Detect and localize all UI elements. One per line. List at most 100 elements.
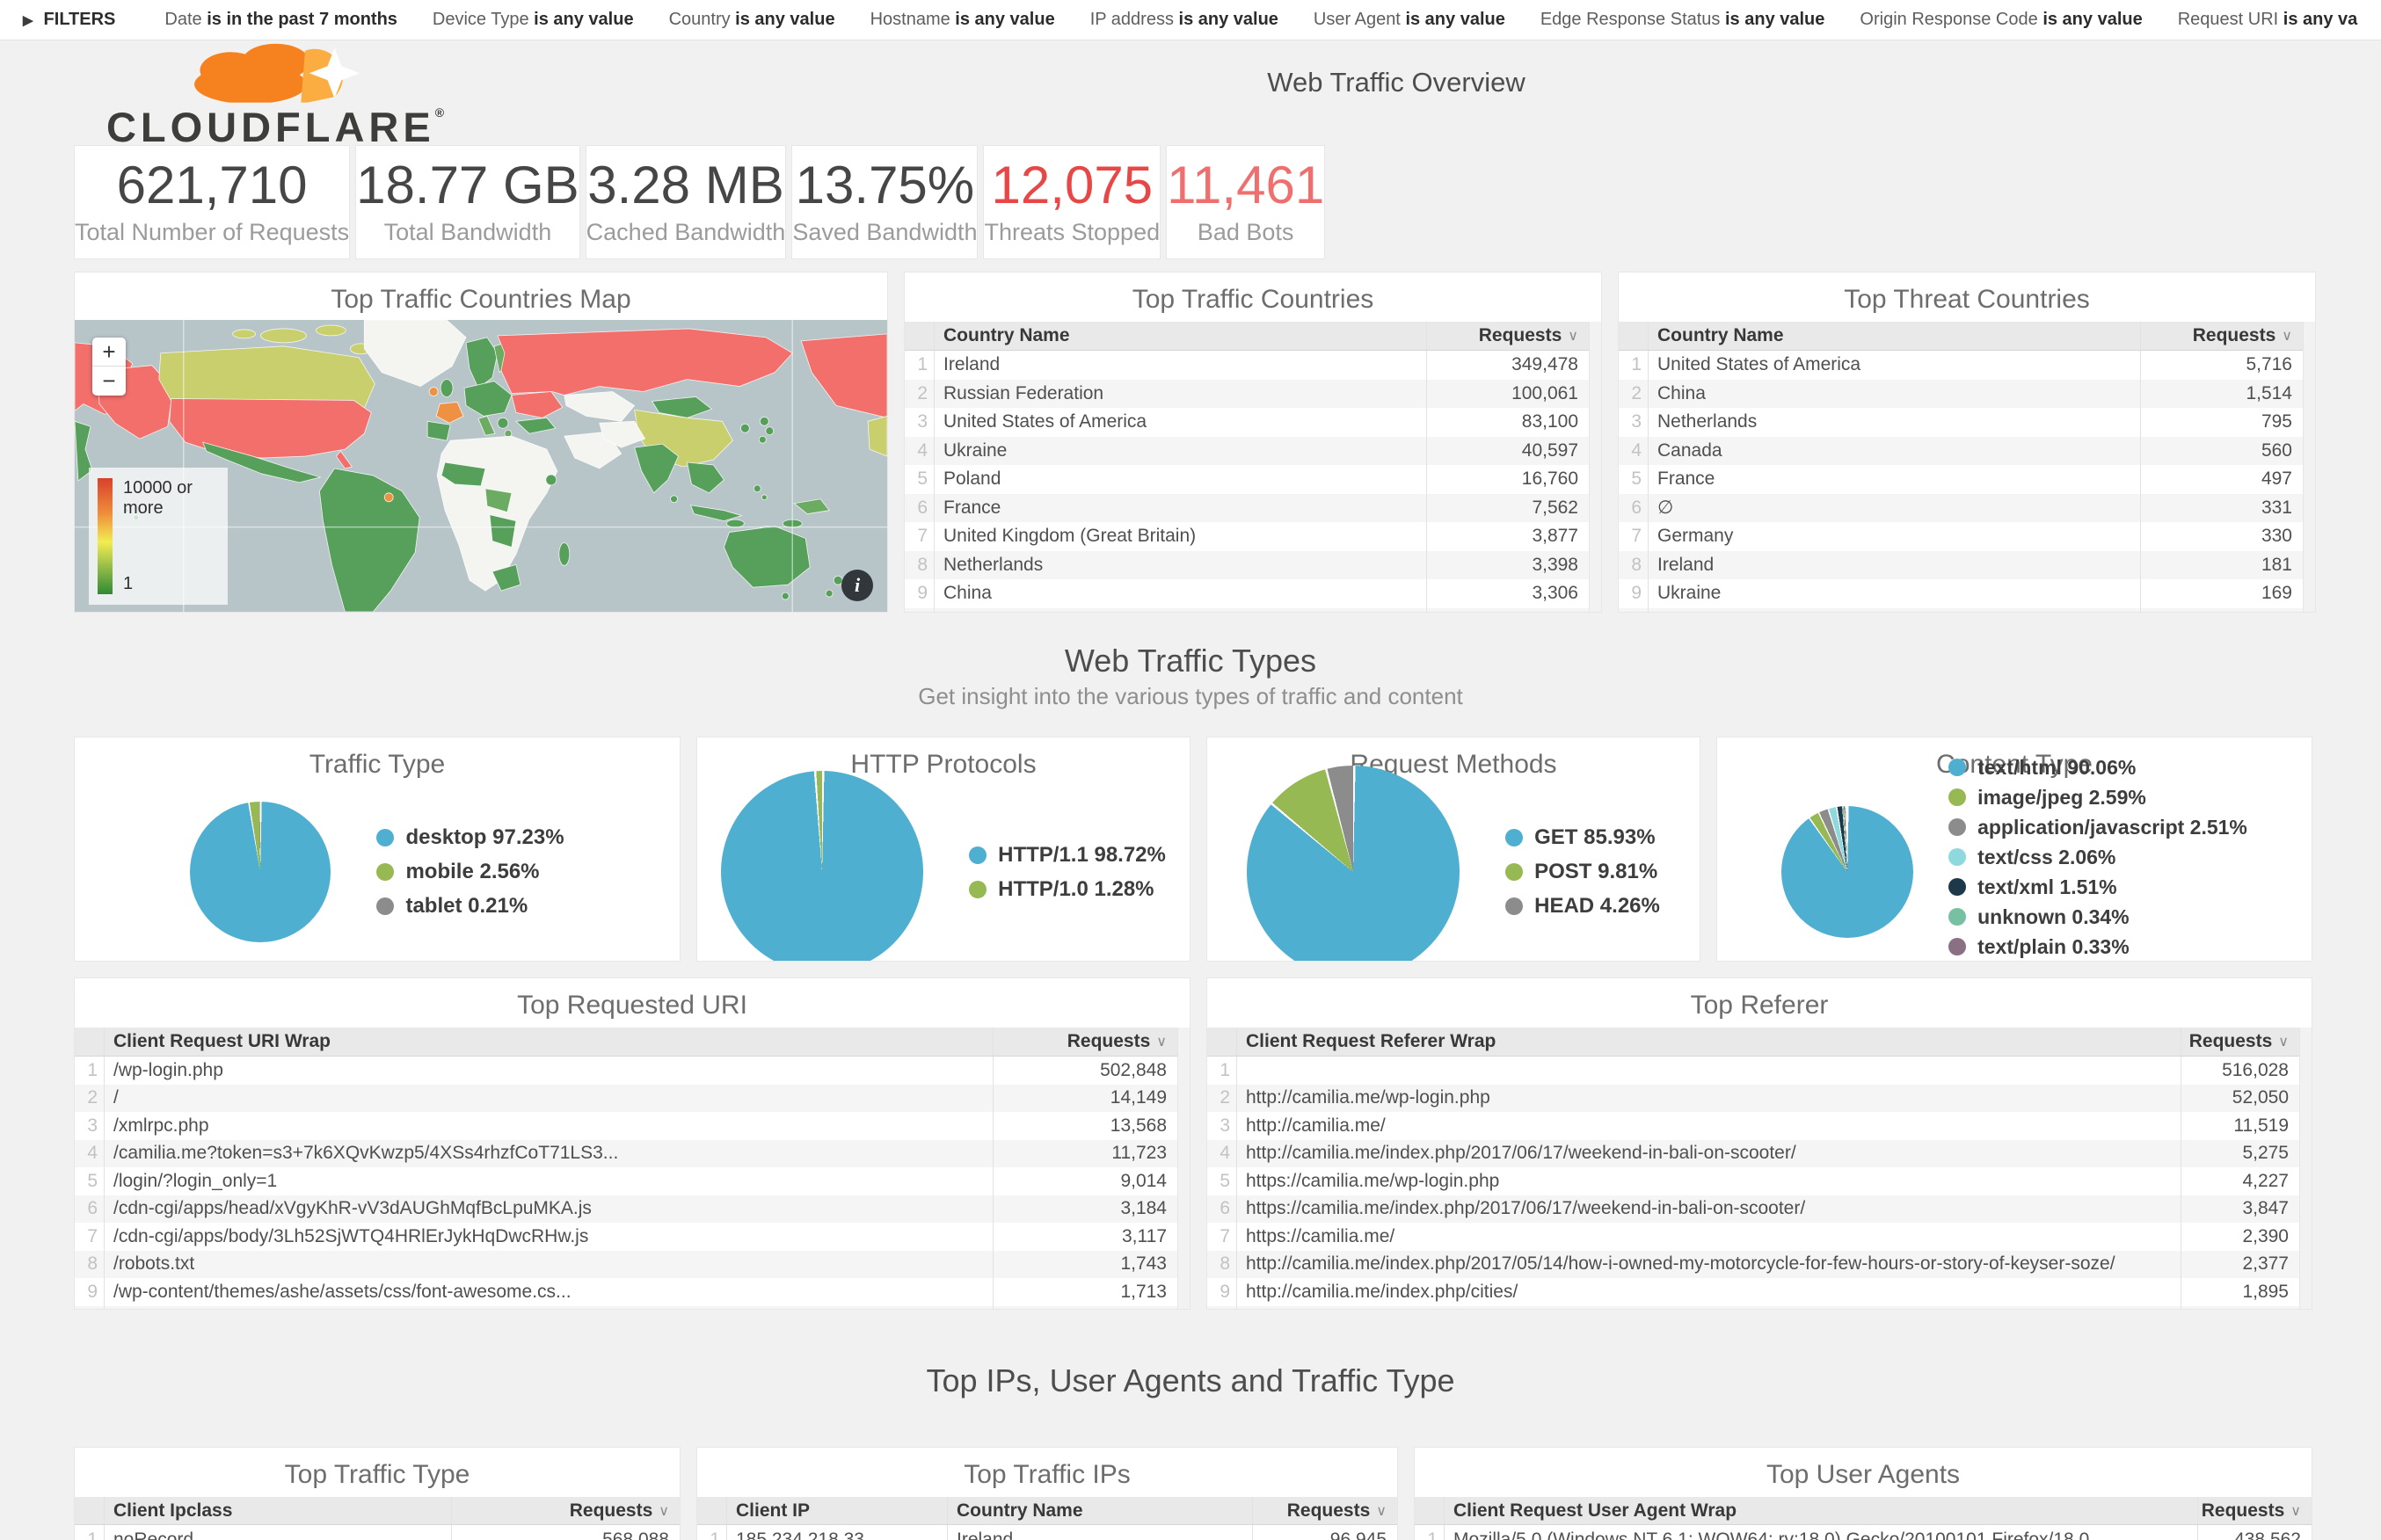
- legend-item[interactable]: text/html 90.06%: [1948, 756, 2247, 780]
- legend-item[interactable]: image/jpeg 2.59%: [1948, 786, 2247, 810]
- legend-item[interactable]: desktop 97.23%: [376, 825, 564, 850]
- top-traffic-ips-title: Top Traffic IPs: [964, 1460, 1131, 1489]
- row-index: 5: [1619, 465, 1649, 494]
- filter-item[interactable]: Edge Response Status is any value: [1540, 10, 1825, 29]
- http-protocols-chart-title: HTTP Protocols: [850, 750, 1037, 779]
- row-index: 10: [75, 1305, 105, 1309]
- uri-cell: /camilia.me?token=s3+7k6XQvKwzp5/4XSs4rh…: [113, 1143, 619, 1164]
- legend-item[interactable]: GET 85.93%: [1505, 825, 1660, 850]
- legend-item[interactable]: text/css 2.06%: [1948, 846, 2247, 869]
- column-header-user-agent[interactable]: Client Request User Agent Wrap: [1453, 1500, 1737, 1521]
- requests-cell: 1,713: [993, 1278, 1177, 1306]
- filter-item[interactable]: IP address is any value: [1089, 10, 1278, 29]
- request-methods-pie[interactable]: [1247, 766, 1460, 961]
- country-name-cell: Ukraine: [943, 439, 1008, 461]
- table-row: 1 /wp-login.php 502,848: [75, 1057, 1177, 1085]
- kpi-value: 13.75%: [795, 155, 975, 214]
- column-header-requests[interactable]: Requests ∨: [1426, 322, 1589, 350]
- column-header-country[interactable]: Country Name: [943, 325, 1070, 345]
- legend-item[interactable]: text/xml 1.51%: [1948, 875, 2247, 899]
- map-info-button[interactable]: i: [841, 570, 873, 601]
- column-header-requests[interactable]: Requests ∨: [2197, 1497, 2312, 1524]
- table-row: 9 China 3,306: [905, 579, 1589, 608]
- legend-item[interactable]: mobile 2.56%: [376, 860, 564, 884]
- uri-cell: /login/?login_only=1: [113, 1170, 278, 1191]
- table-row: 10 Singapore 158: [1619, 607, 2303, 612]
- zoom-out-button[interactable]: −: [102, 367, 116, 394]
- legend-item[interactable]: HEAD 4.26%: [1505, 894, 1660, 919]
- legend-item[interactable]: application/javascript 2.51%: [1948, 816, 2247, 839]
- column-header-country[interactable]: Country Name: [947, 1497, 1252, 1524]
- row-index: 2: [1619, 379, 1649, 408]
- table-row: 6 https://camilia.me/index.php/2017/06/1…: [1207, 1195, 2299, 1223]
- column-header-requests[interactable]: Requests ∨: [1252, 1497, 1397, 1524]
- column-header-country[interactable]: Country Name: [1657, 325, 1784, 345]
- requests-cell: 83,100: [1426, 408, 1589, 437]
- legend-label: text/css 2.06%: [1977, 845, 2116, 868]
- table-row: 9 http://camilia.me/index.php/cities/ 1,…: [1207, 1278, 2299, 1306]
- table-row: 6 France 7,562: [905, 493, 1589, 522]
- legend-item[interactable]: POST 9.81%: [1505, 860, 1660, 884]
- row-index: 1: [905, 351, 935, 380]
- filter-item[interactable]: Country is any value: [668, 10, 835, 29]
- legend-dot-icon: [1948, 908, 1967, 926]
- legend-label: text/xml 1.51%: [1977, 875, 2117, 898]
- map-card: Top Traffic Countries Map: [74, 272, 888, 613]
- cloudflare-cloud-icon: [163, 43, 388, 105]
- column-header-referer[interactable]: Client Request Referer Wrap: [1246, 1031, 1496, 1051]
- table-row: 1 United States of America 5,716: [1619, 351, 2303, 380]
- column-header-requests[interactable]: Requests ∨: [2140, 322, 2303, 350]
- content-type-pie[interactable]: [1781, 806, 1914, 938]
- row-index: 2: [75, 1084, 105, 1112]
- traffic-type-pie[interactable]: [190, 802, 331, 942]
- table-row: 4 /camilia.me?token=s3+7k6XQvKwzp5/4XSs4…: [75, 1139, 1177, 1167]
- legend-item[interactable]: tablet 0.21%: [376, 894, 564, 919]
- kpi-card: 11,461 Bad Bots: [1166, 145, 1326, 259]
- filter-item[interactable]: Request URI is any value: [2177, 10, 2358, 29]
- http-protocols-chart-card: HTTP Protocols HTTP/1.1 98.72% HTTP/1.0 …: [696, 737, 1190, 962]
- table-header: Client Request Referer Wrap Requests ∨: [1207, 1028, 2299, 1057]
- uri-cell: /wp-login.php: [113, 1059, 223, 1080]
- filter-item[interactable]: Origin Response Code is any value: [1860, 10, 2143, 29]
- world-map[interactable]: + − 10000 or more 1 i: [75, 320, 887, 612]
- requests-cell: 1,473: [2181, 1305, 2299, 1309]
- filters-toggle[interactable]: ▶ FILTERS: [23, 10, 115, 30]
- filter-item[interactable]: Device Type is any value: [432, 10, 634, 29]
- zoom-in-button[interactable]: +: [92, 338, 126, 367]
- column-header-requests[interactable]: Requests ∨: [993, 1028, 1177, 1056]
- requests-cell: 9,014: [993, 1167, 1177, 1195]
- row-index: 6: [1619, 493, 1649, 522]
- column-header-requests[interactable]: Requests ∨: [2181, 1028, 2299, 1056]
- row-index: 9: [905, 579, 935, 608]
- scrollbar-track[interactable]: [2303, 322, 2315, 612]
- sort-desc-icon: ∨: [1376, 1503, 1387, 1519]
- column-header-requests[interactable]: Requests ∨: [451, 1497, 680, 1524]
- http-protocols-pie[interactable]: [721, 771, 924, 961]
- table-header: Country Name Requests ∨: [905, 322, 1589, 351]
- kpi-label: Bad Bots: [1197, 218, 1294, 245]
- scrollbar-track[interactable]: [1177, 1028, 1190, 1309]
- legend-label: text/html 90.06%: [1977, 755, 2137, 779]
- legend-item[interactable]: HTTP/1.1 98.72%: [969, 843, 1166, 868]
- legend-item[interactable]: unknown 0.34%: [1948, 905, 2247, 929]
- scrollbar-track[interactable]: [1589, 322, 1601, 612]
- row-index: 8: [1619, 550, 1649, 579]
- column-header-ipclass[interactable]: Client Ipclass: [113, 1500, 233, 1521]
- kpi-value: 621,710: [116, 155, 308, 214]
- legend-item[interactable]: HTTP/1.0 1.28%: [969, 877, 1166, 902]
- legend-item[interactable]: text/plain 0.33%: [1948, 935, 2247, 959]
- filter-item[interactable]: User Agent is any value: [1313, 10, 1505, 29]
- requests-cell: 349,478: [1426, 351, 1589, 380]
- section-title-top-ips: Top IPs, User Agents and Traffic Type: [926, 1362, 1455, 1398]
- filter-item[interactable]: Hostname is any value: [870, 10, 1055, 29]
- sort-desc-icon: ∨: [2282, 329, 2292, 344]
- column-header-client-ip[interactable]: Client IP: [736, 1500, 811, 1521]
- row-index: 1: [75, 1525, 105, 1540]
- row-index: 5: [1207, 1167, 1237, 1195]
- scrollbar-track[interactable]: [2299, 1028, 2312, 1309]
- filter-item[interactable]: Date is in the past 7 months: [164, 10, 397, 29]
- top-requested-uri-card: Top Requested URI Client Request URI Wra…: [74, 977, 1190, 1310]
- requests-cell: 516,028: [2181, 1057, 2299, 1085]
- column-header-uri[interactable]: Client Request URI Wrap: [113, 1031, 331, 1051]
- requests-cell: 3,847: [2181, 1195, 2299, 1223]
